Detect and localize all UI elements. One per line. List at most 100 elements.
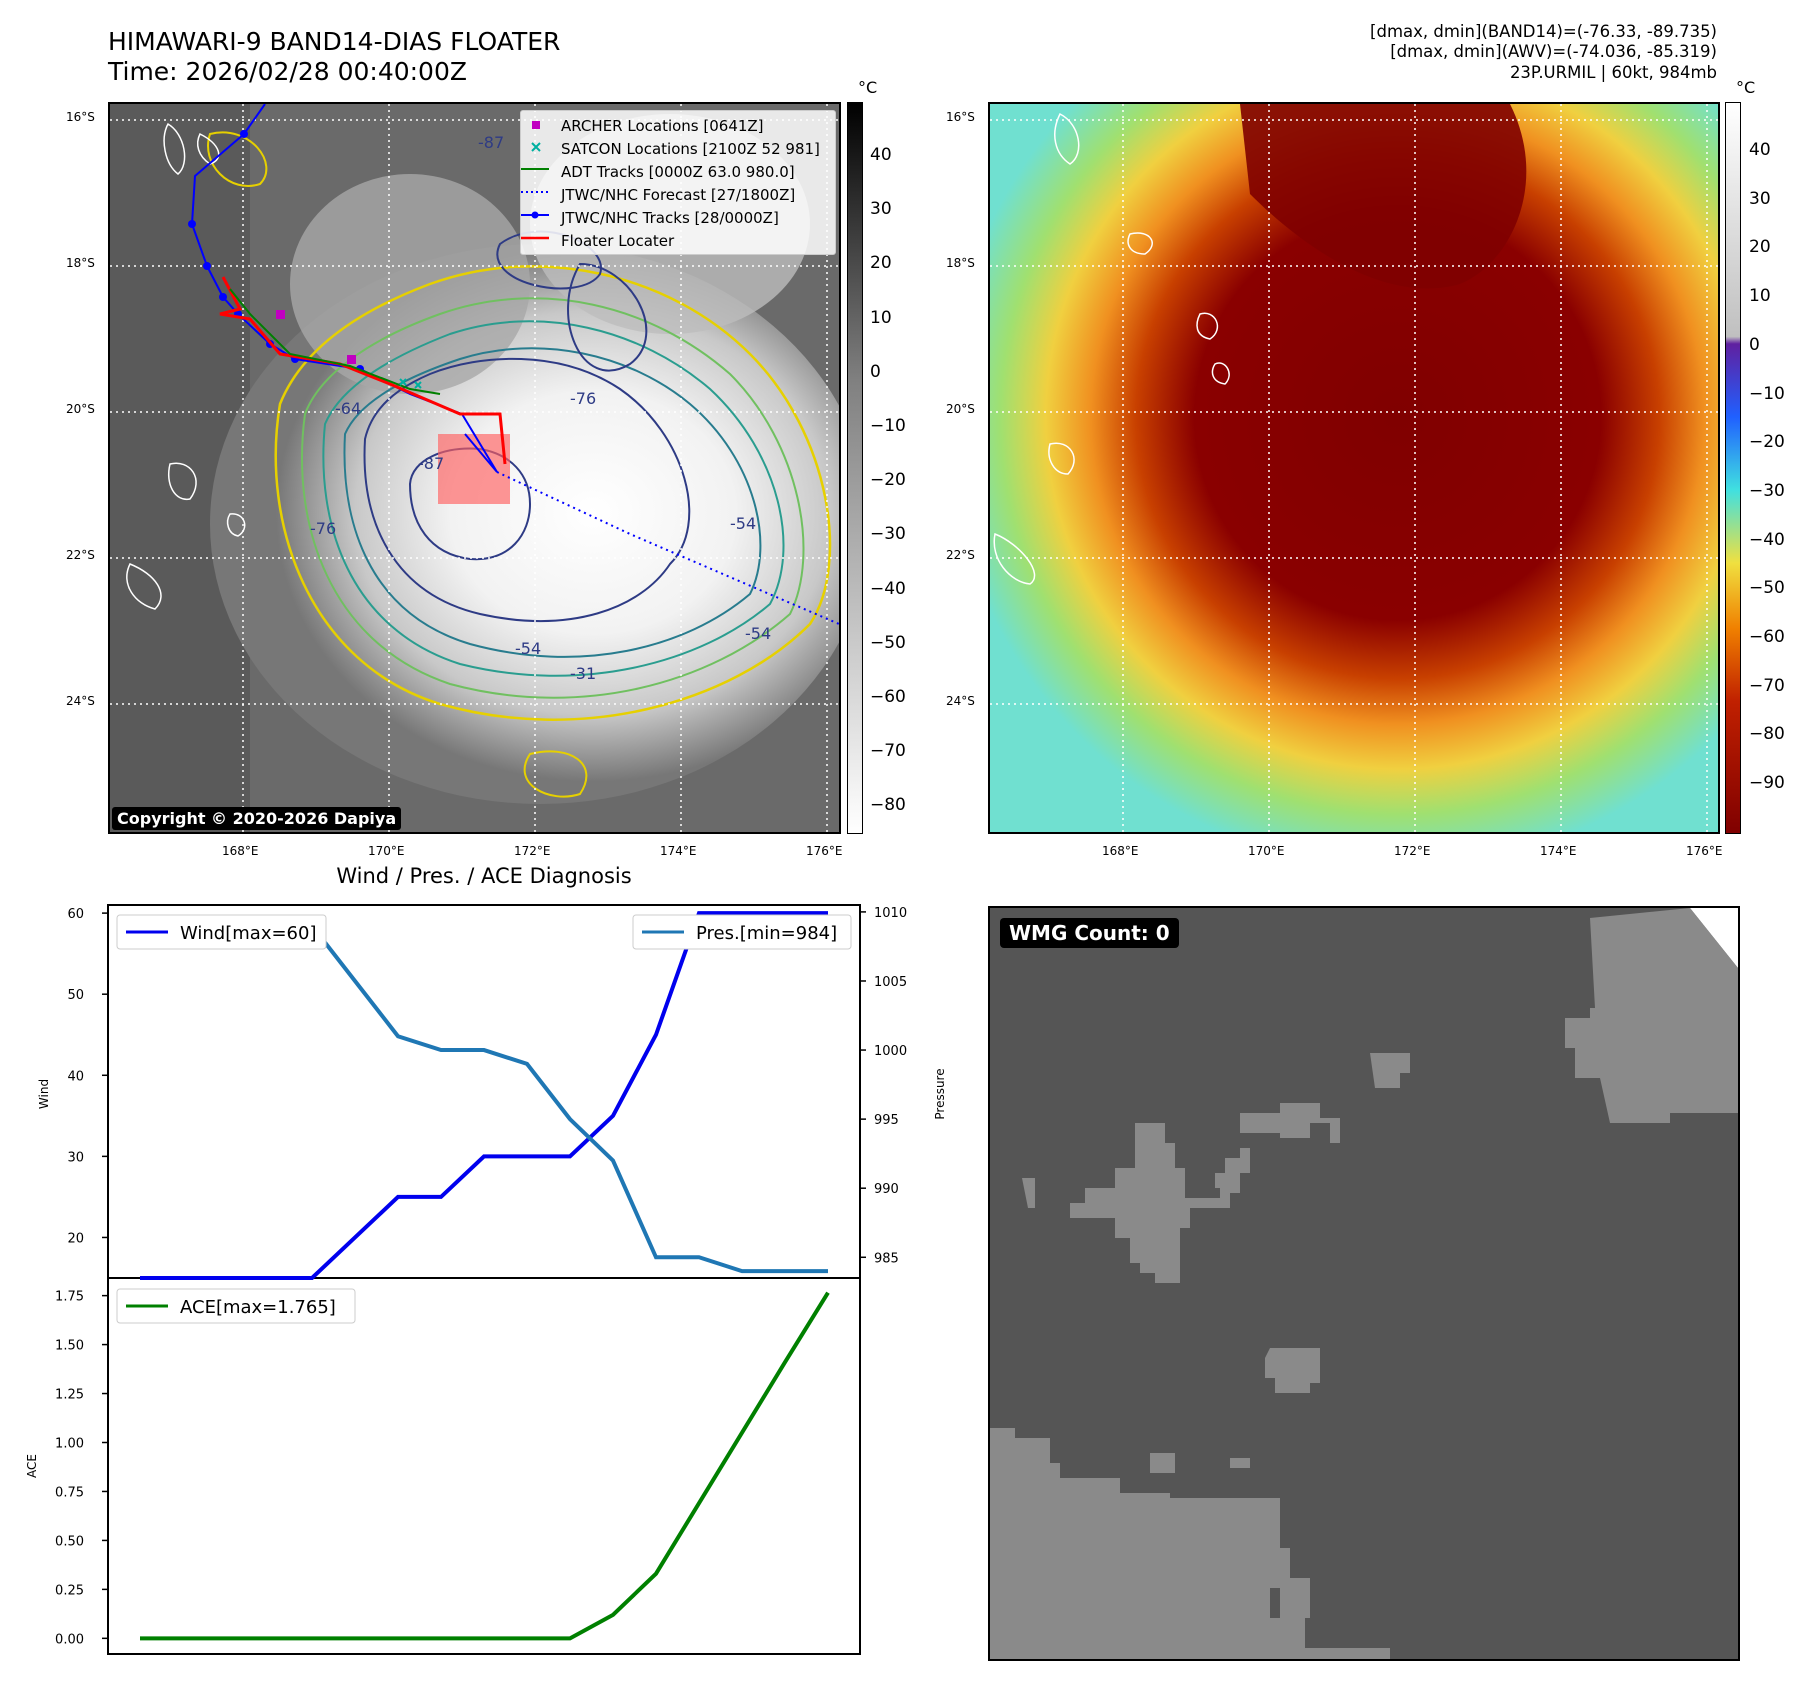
colorbar-tick: 30 [870, 199, 892, 220]
ace-ytick-label: 0.75 [55, 1485, 84, 1500]
lon-tick: 174°E [660, 844, 697, 858]
satcon-points [399, 378, 422, 389]
colorbar-left [847, 102, 863, 834]
lat-tick: 24°S [66, 694, 95, 708]
jtwc-forecast [496, 471, 839, 625]
colorbar-tick: −20 [1749, 432, 1785, 453]
pres-ytick-label: 1000 [874, 1044, 907, 1059]
ace-ytick-label: 1.50 [55, 1339, 84, 1354]
lat-tick: 16°S [66, 110, 95, 124]
wmg-count-badge: WMG Count: 0 [1000, 918, 1179, 948]
ace-ytick-label: 0.50 [55, 1534, 84, 1549]
pres-ytick-label: 995 [874, 1113, 899, 1128]
ace-axes [107, 1277, 861, 1655]
wind-ytick-label: 50 [67, 988, 84, 1003]
pres-ytick-label: 985 [874, 1251, 899, 1266]
lat-tick: 20°S [66, 402, 95, 416]
svg-text:-31: -31 [570, 664, 596, 683]
ace-ytick-label: 0.00 [55, 1632, 84, 1647]
legend-tracks: JTWC/NHC Tracks [28/0000Z] [561, 209, 779, 227]
archer-points [276, 310, 356, 364]
svg-text:-76: -76 [570, 389, 596, 408]
svg-text:-54: -54 [730, 514, 756, 533]
wind-legend: Wind[max=60] [116, 914, 327, 950]
wmg-panel: WMG Count: 0 [988, 906, 1740, 1661]
adt-track [229, 288, 441, 395]
colorbar-tick: 10 [870, 307, 892, 328]
colorbar-tick: −70 [1749, 675, 1785, 696]
wind-ytick-label: 40 [67, 1069, 84, 1084]
pressure-series-line [140, 923, 828, 1274]
wind-ytick-label: 30 [67, 1150, 84, 1165]
chart-title: Wind / Pres. / ACE Diagnosis [336, 864, 632, 888]
colorbar-tick: 20 [870, 253, 892, 274]
legend-archer: ARCHER Locations [0641Z] [561, 117, 764, 135]
copyright-badge: Copyright © 2020-2026 Dapiya [112, 807, 402, 830]
wind-ytick-label: 20 [67, 1231, 84, 1246]
figure-time: Time: 2026/02/28 00:40:00Z [108, 57, 467, 86]
colorbar-tick: −80 [870, 795, 906, 816]
colorbar-tick: −50 [1749, 578, 1785, 599]
lon-tick: 168°E [1102, 844, 1139, 858]
lon-tick: 176°E [1686, 844, 1723, 858]
map-legend: ARCHER Locations [0641Z] SATCON Location… [520, 110, 836, 255]
svg-text:-76: -76 [310, 519, 336, 538]
colorbar-tick: 0 [870, 361, 881, 382]
lon-tick: 170°E [1248, 844, 1285, 858]
ace-legend-label: ACE[max=1.765] [180, 1297, 336, 1318]
ace-series-line [140, 1291, 830, 1641]
wmg-image [990, 908, 1738, 1659]
colorbar-tick: 40 [1749, 140, 1771, 160]
pres-legend: Pres.[min=984] [632, 914, 852, 950]
colorbar-tick: 20 [1749, 237, 1771, 258]
colorbar-tick: −30 [1749, 480, 1785, 501]
lon-tick: 176°E [806, 844, 843, 858]
svg-text:-87: -87 [478, 133, 504, 152]
ace-ytick-label: 0.25 [55, 1583, 84, 1598]
lat-tick: 22°S [66, 548, 95, 562]
legend-satcon-marker [531, 142, 541, 152]
awv-map [990, 104, 1718, 832]
legend-satcon: SATCON Locations [2100Z 52 981] [561, 140, 820, 158]
ace-ylabel: ACE [25, 1454, 39, 1478]
legend-floater: Floater Locater [561, 232, 675, 250]
ir-map-panel: -87 -76 -76 -64 -54 -54 -54 -31 -87 ARCH… [108, 102, 841, 834]
colorbar-tick: 10 [1749, 286, 1771, 307]
lat-tick: 18°S [946, 256, 975, 270]
legend-markers [521, 121, 549, 240]
ace-ytick-label: 1.75 [55, 1290, 84, 1305]
pres-ytick-label: 1005 [874, 975, 907, 990]
lon-tick: 170°E [368, 844, 405, 858]
pres-ytick-label: 990 [874, 1182, 899, 1197]
svg-text:-87: -87 [418, 454, 444, 473]
svg-text:-64: -64 [335, 399, 361, 418]
ace-legend: ACE[max=1.765] [116, 1288, 356, 1324]
figure-title: HIMAWARI-9 BAND14-DIAS FLOATER [108, 27, 561, 56]
svg-text:-54: -54 [745, 624, 771, 643]
lon-tick: 172°E [1394, 844, 1431, 858]
colorbar-tick: −80 [1749, 724, 1785, 745]
colorbar-tick: 40 [870, 145, 892, 165]
legend-forecast: JTWC/NHC Forecast [27/1800Z] [561, 186, 796, 204]
ace-ytick-label: 1.25 [55, 1388, 84, 1403]
colorbar-tick: −20 [870, 470, 906, 491]
legend-adt: ADT Tracks [0000Z 63.0 980.0] [561, 163, 795, 181]
svg-text:-54: -54 [515, 639, 541, 658]
colorbar-tick: −30 [870, 524, 906, 545]
awv-stats: [dmax, dmin](AWV)=(-74.036, -85.319) [1390, 42, 1717, 61]
lat-tick: 24°S [946, 694, 975, 708]
colorbar-tick: −10 [870, 416, 906, 436]
diagnosis-charts: 20 30 40 50 60 985 990 995 1000 1005 1010 0.00 0.25… [25, 904, 947, 1655]
pres-legend-label: Pres.[min=984] [696, 923, 837, 944]
colorbar-tick: −40 [1749, 529, 1785, 550]
wind-legend-label: Wind[max=60] [180, 923, 317, 944]
lat-tick: 18°S [66, 256, 95, 270]
colorbar-tick: −40 [870, 578, 906, 599]
pressure-ylabel: Pressure [933, 1068, 947, 1119]
lat-tick: 20°S [946, 402, 975, 416]
lon-tick: 172°E [514, 844, 551, 858]
wind-ytick-label: 60 [67, 907, 84, 922]
colorbar-tick: −50 [870, 632, 906, 653]
colorbar-left-unit: °C [858, 78, 878, 97]
colorbar-right-unit: °C [1736, 78, 1756, 97]
